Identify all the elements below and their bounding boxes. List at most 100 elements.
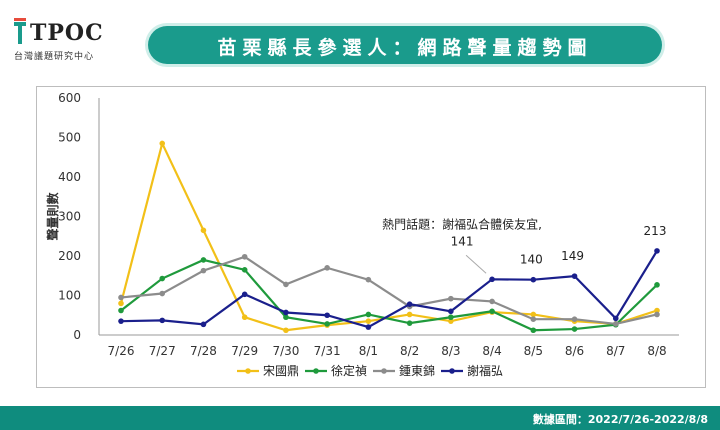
x-tick-label: 8/3 [441, 344, 460, 358]
data-label: 149 [561, 249, 584, 263]
series-line-宋國鼎 [119, 140, 658, 332]
y-tick-label: 200 [58, 249, 81, 263]
y-tick-label: 100 [58, 289, 81, 303]
series-line-徐定禎 [120, 258, 658, 332]
data-point-宋國鼎 [448, 318, 454, 324]
x-tick-label: 7/31 [314, 344, 341, 358]
y-tick-label: 400 [58, 170, 81, 184]
logo-text: TPOC [30, 20, 104, 46]
data-point-謝福弘 [571, 273, 578, 279]
data-point-宋國鼎 [365, 318, 372, 324]
data-point-徐定禎 [530, 327, 537, 334]
data-point-鍾東錦 [365, 276, 372, 283]
line-chart: 0 100 200 300 400 500 600 聲量則數 7/26 7/27 7/28 7/29 7… [45, 91, 679, 378]
data-point-謝福弘 [241, 291, 248, 298]
data-point-宋國鼎 [241, 314, 248, 321]
legend-swatch-point [381, 368, 387, 374]
title-banner: 苗栗縣長參選人：網路聲量趨勢圖 [148, 26, 662, 64]
x-tick-label: 8/6 [565, 344, 584, 358]
data-point-謝福弘 [489, 276, 495, 283]
data-point-徐定禎 [283, 314, 289, 321]
legend-label: 謝福弘 [467, 363, 503, 378]
data-point-謝福弘 [365, 324, 372, 330]
x-tick-label: 8/7 [606, 344, 625, 358]
data-point-徐定禎 [489, 308, 495, 315]
data-point-鍾東錦 [530, 316, 537, 322]
y-tick-label: 500 [58, 131, 81, 145]
data-point-鍾東錦 [200, 267, 207, 274]
annotation-text: 熱門話題：謝福弘合體侯友宜, [382, 216, 542, 231]
x-tick-label: 7/28 [190, 344, 217, 358]
data-point-宋國鼎 [159, 140, 166, 147]
legend-label: 宋國鼎 [263, 363, 299, 378]
data-point-徐定禎 [200, 257, 207, 263]
data-point-徐定禎 [448, 314, 454, 321]
series-line-謝福弘 [120, 250, 658, 329]
data-point-鍾東錦 [489, 298, 495, 305]
data-point-鍾東錦 [118, 294, 124, 301]
legend-label: 鍾東錦 [399, 363, 435, 378]
data-point-謝福弘 [612, 315, 619, 322]
annotation-leader-line [465, 254, 487, 274]
tpoc-logo: TPOC 台灣議題研究中心 [8, 16, 118, 64]
data-point-謝福弘 [200, 321, 207, 328]
data-point-鍾東錦 [612, 321, 619, 327]
data-point-徐定禎 [365, 311, 372, 318]
data-label: 140 [520, 253, 543, 267]
data-point-徐定禎 [571, 326, 578, 332]
legend-label: 徐定禎 [331, 363, 367, 378]
data-point-徐定禎 [159, 275, 166, 282]
chart-frame: 0 100 200 300 400 500 600 聲量則數 7/26 7/27 7/28 7/29 7… [36, 86, 706, 388]
footer-bar: 數據區間：2022/7/26-2022/8/8 [0, 406, 720, 430]
x-tick-label: 7/29 [231, 344, 258, 358]
data-point-宋國鼎 [406, 311, 413, 318]
data-point-徐定禎 [241, 267, 248, 273]
x-tick-label: 8/5 [524, 344, 543, 358]
data-point-宋國鼎 [654, 307, 660, 314]
x-tick-label: 8/8 [647, 344, 666, 358]
data-point-宋國鼎 [200, 227, 207, 234]
y-tick-label: 600 [58, 91, 81, 105]
logo-mark-icon [14, 18, 26, 44]
data-point-徐定禎 [118, 307, 124, 314]
data-point-鍾東錦 [283, 281, 289, 288]
data-label: 141 [451, 234, 474, 248]
legend-swatch-point [245, 368, 251, 374]
data-point-宋國鼎 [118, 300, 124, 307]
data-point-鍾東錦 [654, 311, 660, 318]
x-tick-label: 7/26 [108, 344, 135, 358]
y-axis-label: 聲量則數 [45, 192, 60, 240]
x-tick-label: 8/4 [482, 344, 501, 358]
data-point-鍾東錦 [159, 290, 166, 297]
data-point-徐定禎 [324, 321, 330, 327]
data-point-徐定禎 [654, 282, 660, 288]
data-point-鍾東錦 [324, 265, 330, 271]
data-point-謝福弘 [448, 308, 454, 315]
page-title: 苗栗縣長參選人：網路聲量趨勢圖 [217, 37, 593, 59]
data-point-鍾東錦 [571, 316, 578, 322]
x-tick-label: 7/27 [149, 344, 176, 358]
data-point-謝福弘 [159, 317, 166, 324]
logo-subtitle: 台灣議題研究中心 [14, 52, 95, 62]
data-point-謝福弘 [406, 301, 413, 307]
x-tick-label: 8/1 [359, 344, 378, 358]
data-point-鍾東錦 [241, 253, 248, 260]
data-point-謝福弘 [283, 309, 289, 316]
data-point-鍾東錦 [448, 295, 454, 302]
x-tick-label: 8/2 [400, 344, 419, 358]
data-label: 213 [644, 224, 667, 238]
x-tick-label: 7/30 [272, 344, 299, 358]
data-point-宋國鼎 [530, 311, 537, 318]
data-point-宋國鼎 [283, 327, 289, 334]
data-point-謝福弘 [654, 248, 660, 254]
data-point-謝福弘 [324, 312, 330, 319]
legend-swatch-point [449, 368, 455, 374]
data-point-徐定禎 [406, 320, 413, 326]
data-point-謝福弘 [530, 276, 537, 283]
y-tick-label: 300 [58, 210, 81, 224]
series-line-鍾東錦 [120, 255, 658, 326]
y-tick-label: 0 [73, 328, 81, 342]
date-range-label: 數據區間：2022/7/26-2022/8/8 [532, 413, 708, 426]
data-point-謝福弘 [118, 318, 124, 324]
legend-swatch-point [313, 368, 319, 374]
